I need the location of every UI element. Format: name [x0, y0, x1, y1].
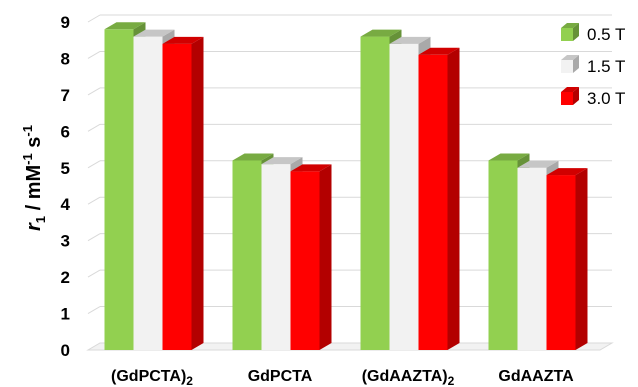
gridline-side	[87, 269, 101, 278]
bar-side	[319, 164, 332, 350]
bar	[546, 168, 588, 350]
category-label: (GdPCTA)2	[111, 368, 193, 387]
bar-side	[191, 36, 204, 350]
bar-top	[488, 153, 530, 161]
bar-top	[389, 36, 431, 44]
legend: 0.5 T 1.5 T 3.0 T	[561, 23, 625, 108]
y-tick-label: 7	[61, 86, 70, 105]
y-tick-label: 9	[61, 13, 70, 32]
y-tick-label: 5	[61, 159, 70, 178]
y-tick-label: 3	[61, 232, 70, 251]
gridline-side	[87, 160, 101, 169]
y-tick-label: 1	[61, 305, 70, 324]
bar-front	[360, 36, 390, 350]
bar-top	[418, 47, 460, 55]
bar-front	[517, 167, 547, 350]
legend-swatch	[561, 92, 573, 105]
bar-top	[360, 29, 402, 37]
bar-top	[261, 157, 303, 165]
legend-swatch-side	[573, 55, 579, 73]
y-axis-label-unit: / mM	[23, 165, 45, 216]
legend-swatch-top	[561, 23, 579, 28]
bar-front	[104, 29, 134, 351]
gridline-side	[87, 87, 101, 96]
y-axis-label-subscript: 1	[33, 216, 48, 223]
bar	[418, 47, 460, 351]
bar-top	[232, 153, 274, 161]
bar-front	[232, 160, 262, 350]
bar-top	[290, 164, 332, 172]
y-axis-label-sup2: -1	[20, 125, 35, 137]
legend-item: 1.5 T	[561, 55, 625, 76]
legend-swatch	[561, 60, 573, 73]
bar	[290, 164, 332, 350]
y-tick-label: 4	[61, 195, 71, 214]
bar-front	[488, 160, 518, 350]
bar-top	[546, 168, 588, 176]
y-tick-label: 2	[61, 268, 70, 287]
legend-item: 0.5 T	[561, 23, 625, 44]
y-axis-label-sup1: -1	[20, 153, 35, 165]
bar-front	[418, 54, 448, 351]
category-label: GdPCTA	[248, 368, 313, 385]
gridline-side	[87, 14, 101, 23]
y-tick-label: 6	[61, 122, 70, 141]
bar	[162, 36, 204, 350]
bar-top	[133, 29, 175, 37]
bar-front	[162, 43, 192, 350]
category-label: GdAAZTA	[498, 368, 574, 385]
legend-swatch-top	[561, 87, 579, 92]
category-labels: (GdPCTA)2 GdPCTA (GdAAZTA)2 GdAAZTA	[111, 368, 574, 387]
legend-swatch-top	[561, 55, 579, 60]
y-axis-label-mid: s	[23, 137, 45, 154]
legend-swatch	[561, 28, 573, 41]
bar-front	[261, 164, 291, 350]
gridline-side	[87, 51, 101, 59]
bar-front	[133, 36, 163, 350]
y-tick-labels: 0 1 2 3 4 5 6 7 8 9	[61, 13, 71, 360]
gridline-side	[87, 306, 101, 314]
bar-front	[290, 171, 320, 350]
bars	[104, 22, 588, 351]
legend-item: 3.0 T	[561, 87, 625, 108]
legend-swatch-side	[573, 87, 579, 105]
legend-label: 0.5 T	[587, 25, 625, 44]
bar-side	[447, 47, 460, 351]
legend-label: 3.0 T	[587, 89, 625, 108]
y-tick-label: 8	[61, 49, 70, 68]
bar-top	[162, 36, 204, 44]
bar-top	[104, 22, 146, 30]
y-tick-label: 0	[61, 341, 70, 360]
gridline-side	[87, 123, 101, 132]
gridline-side	[87, 196, 101, 205]
y-axis-label: r1 / mM-1 s-1	[20, 125, 48, 231]
bar-front	[546, 175, 576, 350]
bar-side	[575, 168, 588, 350]
bar-top	[517, 160, 559, 168]
gridline-side	[87, 233, 101, 242]
category-label: (GdAAZTA)2	[362, 368, 455, 387]
y-axis-label-symbol: r	[23, 222, 45, 231]
bar-front	[389, 43, 419, 350]
legend-label: 1.5 T	[587, 57, 625, 76]
legend-swatch-side	[573, 23, 579, 41]
